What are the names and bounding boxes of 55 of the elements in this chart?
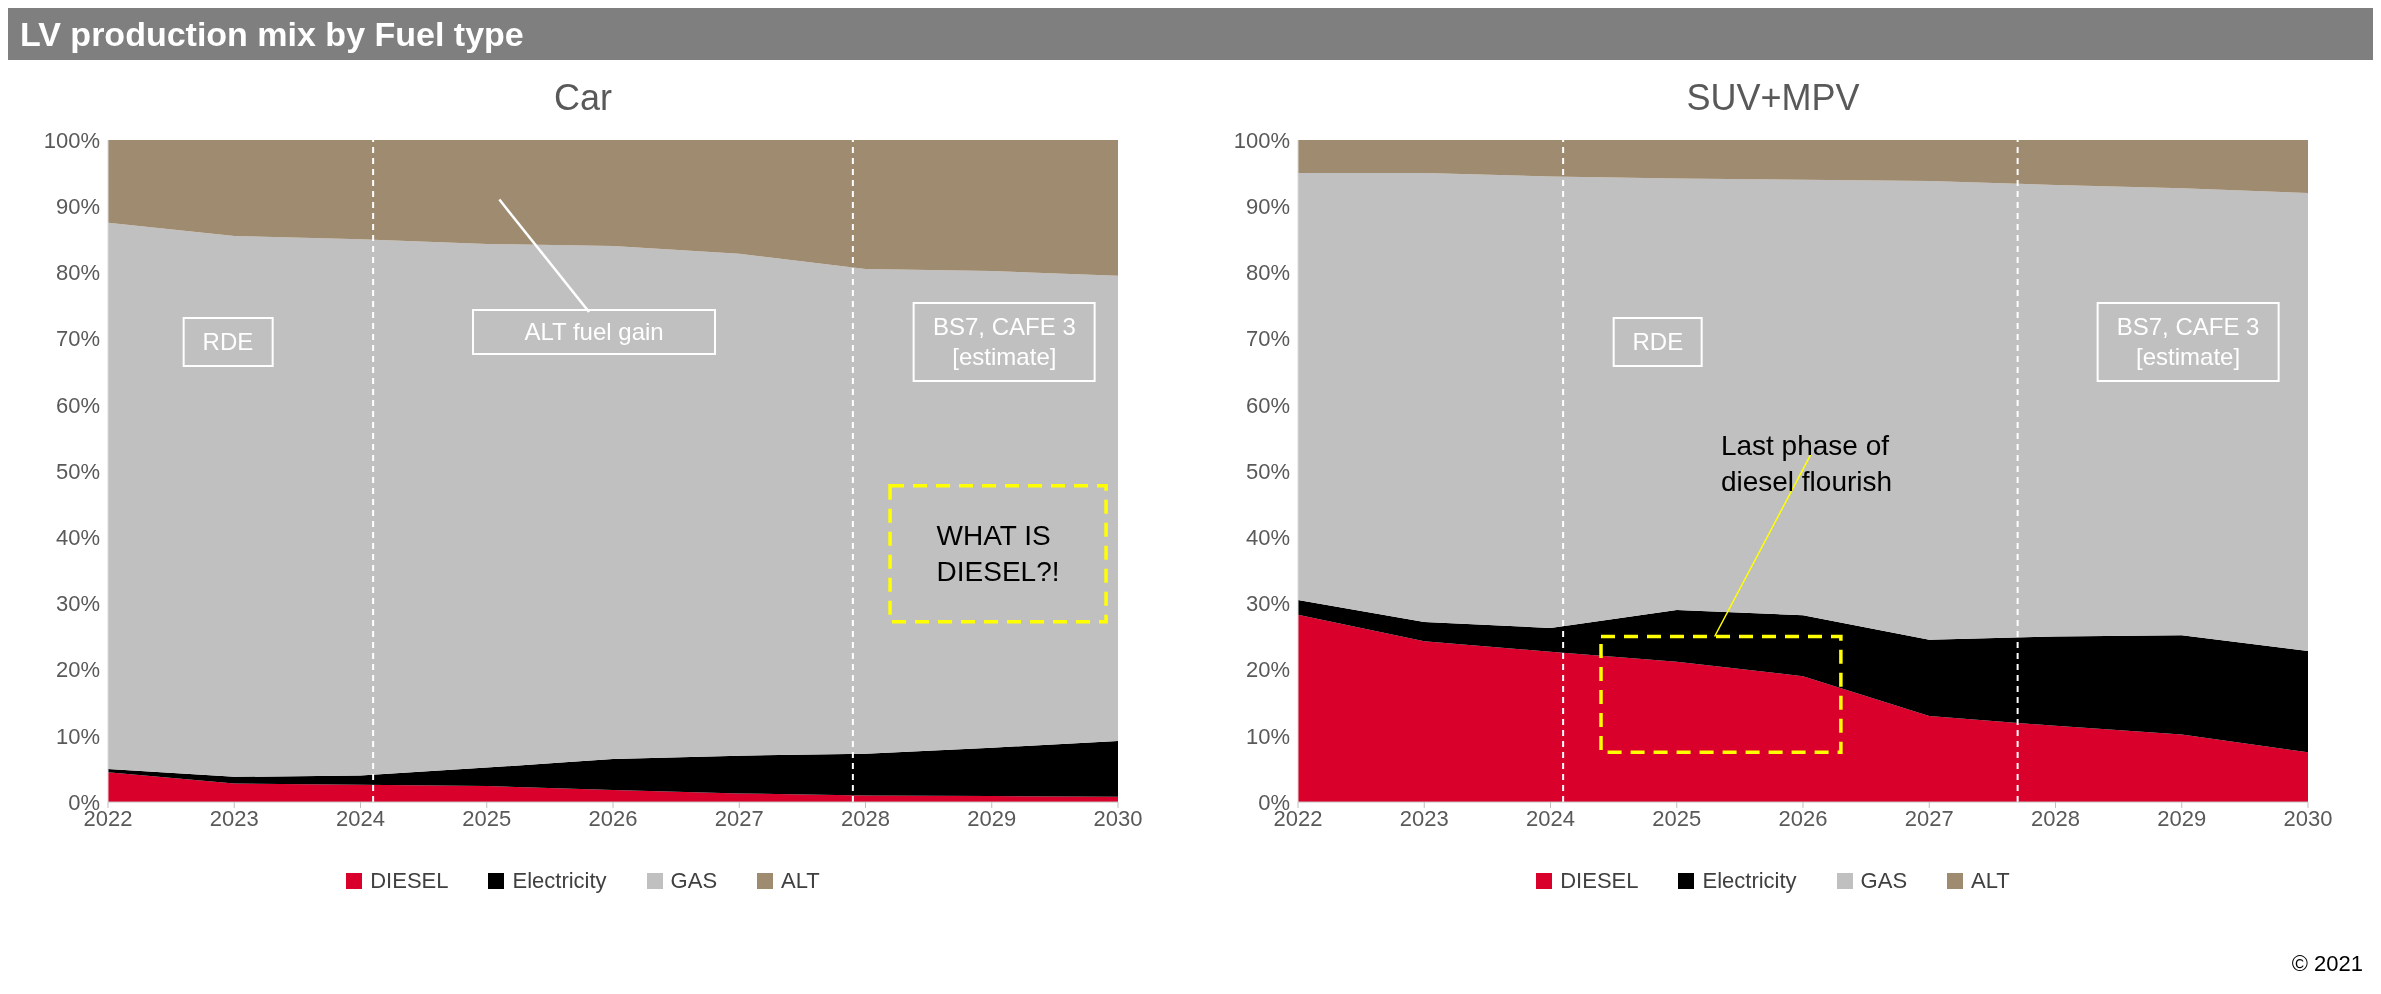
y-tick-label: 80%	[55, 260, 100, 286]
y-tick-label: 20%	[1245, 657, 1290, 683]
legend-label: ALT	[1971, 868, 2010, 894]
legend-label: DIESEL	[370, 868, 449, 894]
text: LV production mix by Fuel type	[8, 8, 2373, 60]
y-tick-label: 20%	[55, 657, 100, 683]
y-tick-label: 70%	[55, 326, 100, 352]
annotation: BS7, CAFE 3 [estimate]	[913, 301, 1096, 382]
y-tick-label: 90%	[55, 194, 100, 220]
x-tick-label: 2027	[714, 805, 764, 831]
x-tick-label: 2029	[2157, 805, 2207, 831]
x-tick-label: 2028	[841, 805, 890, 831]
x-tick-label: 2025	[462, 805, 512, 831]
chart-title: Car	[553, 76, 613, 120]
y-tick-label: 50%	[1245, 458, 1290, 484]
legend-label: Electricity	[1702, 868, 1797, 894]
annotation: RDE	[1612, 316, 1704, 367]
y-tick-label: 10%	[1245, 723, 1290, 749]
annotation: Last phase of diesel flourish	[1720, 429, 1894, 500]
y-tick-label: 60%	[1245, 392, 1290, 418]
y-tick-label: 80%	[1245, 260, 1290, 286]
legend-label: GAS	[1860, 868, 1908, 894]
annotation: BS7, CAFE 3 [estimate]	[2096, 301, 2280, 382]
legend-label: Electricity	[512, 868, 607, 894]
y-tick-label: 50%	[55, 458, 100, 484]
x-tick-label: 2023	[1399, 805, 1449, 831]
legend-label: ALT	[781, 868, 820, 894]
x-tick-label: 2029	[967, 805, 1017, 831]
y-tick-label: 10%	[55, 723, 100, 749]
x-tick-label: 2024	[336, 805, 385, 831]
x-tick-label: 2024	[1526, 805, 1575, 831]
annotation: ALT fuel gain	[472, 308, 717, 355]
x-tick-label: 2023	[209, 805, 259, 831]
x-tick-label: 2028	[2031, 805, 2080, 831]
chart-title: SUV+MPV	[1685, 76, 1861, 120]
y-tick-label: 40%	[55, 525, 100, 551]
x-tick-label: 2027	[1904, 805, 1954, 831]
x-tick-label: 2025	[1652, 805, 1702, 831]
y-tick-label: 100%	[1233, 127, 1290, 153]
y-tick-label: 100%	[43, 127, 100, 153]
x-tick-label: 2026	[1778, 805, 1828, 831]
text: © 2021	[2291, 951, 2363, 977]
x-tick-label: 2026	[588, 805, 638, 831]
y-tick-label: 70%	[1245, 326, 1290, 352]
x-tick-label: 2030	[2283, 805, 2333, 831]
x-tick-label: 2030	[1093, 805, 1143, 831]
legend-label: DIESEL	[1560, 868, 1639, 894]
y-tick-label: 40%	[1245, 525, 1290, 551]
legend-label: GAS	[670, 868, 718, 894]
annotation: WHAT IS DIESEL?!	[936, 518, 1060, 589]
y-tick-label: 90%	[1245, 194, 1290, 220]
annotation: RDE	[182, 316, 274, 367]
y-tick-label: 30%	[55, 591, 100, 617]
y-tick-label: 30%	[1245, 591, 1290, 617]
y-tick-label: 60%	[55, 392, 100, 418]
